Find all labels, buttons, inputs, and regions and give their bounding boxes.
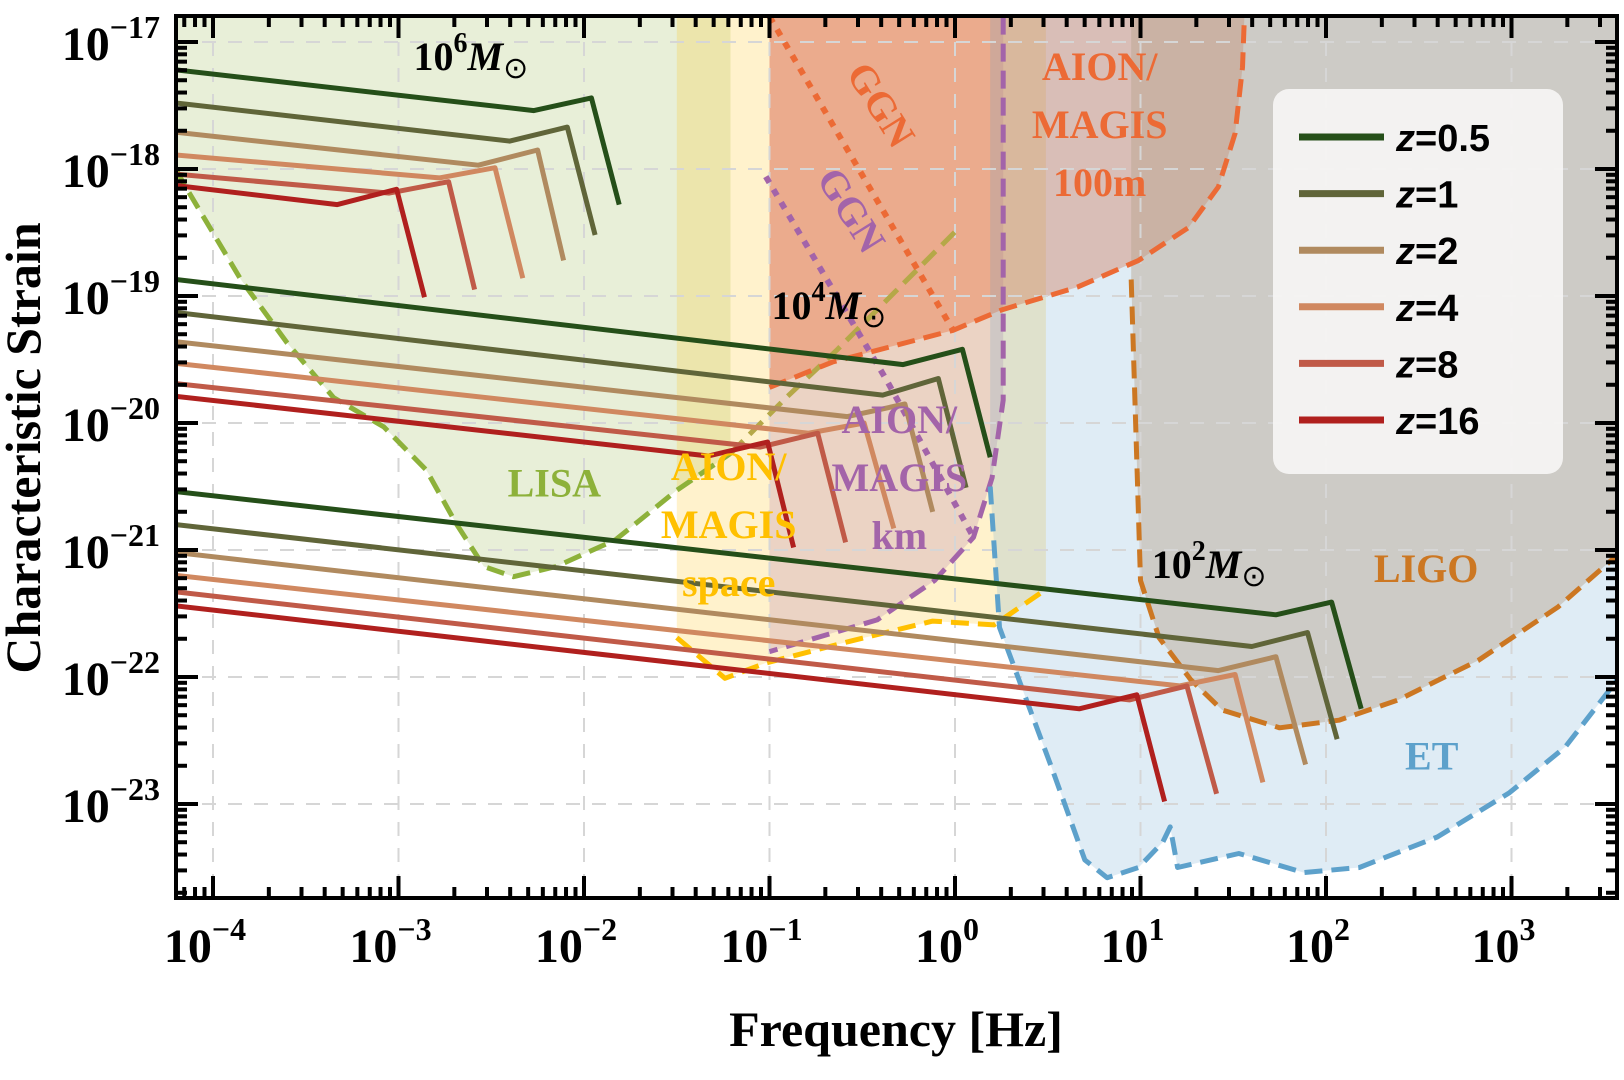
track-10e4-z1 — [176, 310, 969, 489]
legend-label: z=1 — [1395, 175, 1458, 217]
label-aion-space-line: MAGIS — [661, 502, 797, 547]
track-10e6-z2 — [176, 129, 567, 261]
legend-label: z=0.5 — [1395, 118, 1490, 160]
label-aion-space: AION/MAGIS space — [661, 444, 797, 605]
label-ligo-line: LIGO — [1374, 546, 1478, 591]
track-10e4-z2 — [176, 339, 936, 513]
legend-label: z=8 — [1395, 344, 1458, 386]
y-tick-label: 10−21 — [62, 517, 160, 579]
x-axis-title: Frequency [Hz] — [729, 1001, 1063, 1057]
region-curve-aion-magis-space — [675, 587, 1048, 681]
track-10e4-z8 — [176, 381, 849, 544]
track-10e6-z16 — [176, 183, 427, 298]
track-10e2-z4 — [176, 572, 1266, 784]
legend-label: z=2 — [1395, 231, 1458, 273]
y-tick-label: 10−22 — [62, 644, 160, 706]
label-aion-space-line: space — [682, 560, 775, 605]
x-tick-label: 100 — [915, 911, 979, 973]
y-tick-label: 10−20 — [62, 390, 160, 452]
y-tick-label: 10−19 — [62, 263, 160, 325]
label-aion-100m-line: MAGIS — [1032, 102, 1168, 147]
region-fill-aion-magis-km — [769, 16, 1004, 652]
label-aion-100m-line: AION/ — [1042, 44, 1158, 89]
y-tick-label: 10−17 — [62, 9, 160, 71]
x-tick-label: 10−4 — [164, 911, 246, 973]
mass-1e6: 106M⊙ — [413, 28, 528, 85]
track-10e2-z16 — [176, 603, 1168, 803]
label-aion-km-line: km — [872, 513, 928, 558]
label-aion-space-line: AION/ — [671, 444, 787, 489]
axes — [174, 14, 1619, 900]
label-et-line: ET — [1405, 734, 1459, 779]
region-curve-ligo — [1128, 279, 1617, 731]
plot-frame — [174, 14, 1619, 900]
x-tick-label: 10−1 — [720, 911, 802, 973]
legend-box — [1273, 89, 1563, 474]
label-ligo: LIGO — [1374, 546, 1478, 591]
label-aion-km-line: AION/ — [842, 397, 958, 442]
label-et: ET — [1405, 734, 1459, 779]
track-10e2-z2 — [176, 550, 1309, 766]
label-lisa: LISA — [508, 461, 601, 506]
label-lisa-line: LISA — [508, 461, 601, 506]
track-10e6-z0p5 — [176, 67, 622, 206]
region-curve-et — [987, 486, 1617, 881]
x-tick-label: 101 — [1101, 911, 1165, 973]
mass-1e2: 102M⊙ — [1152, 536, 1267, 593]
legend-label: z=16 — [1395, 401, 1479, 443]
track-10e2-z8 — [176, 589, 1220, 795]
region-fill-lisa — [176, 16, 731, 577]
region-fill-aion-magis-100m — [769, 16, 1245, 388]
ggn-line-ggn-100m- — [766, 16, 956, 332]
source-tracks — [176, 67, 1364, 803]
track-10e6-z4 — [176, 152, 526, 279]
region-curve-aion-magis-100m — [768, 16, 1247, 390]
legend: z=0.5 z=1 z=2 z=4 z=8 z=16 — [1273, 89, 1563, 474]
x-tick-label: 10−2 — [535, 911, 617, 973]
mass-1e4: 104M⊙ — [772, 277, 887, 334]
y-tick-label: 10−18 — [62, 136, 160, 198]
track-10e4-z0p5 — [176, 277, 993, 458]
y-axis-title: Characteristic Strain — [0, 222, 51, 673]
track-10e2-z0p5 — [176, 489, 1364, 710]
y-tick-label: 10−23 — [62, 771, 160, 833]
label-aion-100m: AION/MAGIS 100m — [1032, 44, 1168, 205]
label-aion-100m-line: 100m — [1053, 160, 1146, 205]
ticks: 10−4 10−3 10−2 10−1 100 101 102 103 10−17 10−18 10… — [62, 9, 1617, 973]
track-10e4-z4 — [176, 360, 897, 530]
legend-label: z=4 — [1395, 288, 1458, 330]
x-tick-label: 102 — [1286, 911, 1350, 973]
ggn-line-ggn-km- — [763, 175, 977, 539]
track-10e6-z8 — [176, 171, 478, 291]
track-10e4-z16 — [176, 393, 797, 549]
region-curve-aion-magis-km — [768, 16, 1006, 654]
track-10e6-z1 — [176, 100, 598, 236]
label-aion-km-line: MAGIS — [832, 455, 968, 500]
label-aion-km: AION/MAGIS km — [832, 397, 968, 558]
track-10e2-z1 — [176, 522, 1340, 740]
x-tick-label: 103 — [1472, 911, 1536, 973]
detector-curves — [176, 16, 1617, 881]
x-tick-label: 10−3 — [349, 911, 431, 973]
